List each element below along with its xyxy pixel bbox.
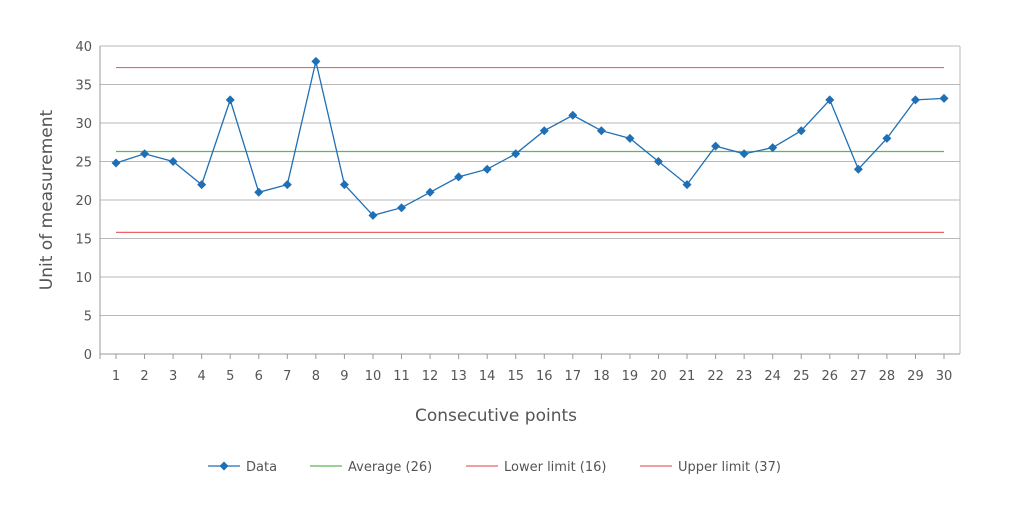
- x-tick-label: 19: [622, 369, 639, 384]
- x-tick-label: 20: [650, 369, 667, 384]
- legend-label: Data: [246, 460, 277, 475]
- x-tick-label: 11: [393, 369, 410, 384]
- data-point: [111, 158, 121, 168]
- data-point: [625, 133, 635, 143]
- data-point: [311, 56, 321, 66]
- data-point: [739, 149, 749, 159]
- legend-label: Average (26): [348, 460, 432, 475]
- x-axis-label: Consecutive points: [415, 406, 577, 426]
- x-tick-label: 18: [593, 369, 610, 384]
- y-tick-label: 5: [84, 310, 92, 325]
- x-tick-label: 3: [169, 369, 177, 384]
- reference-lines: [116, 66, 944, 233]
- x-tick-label: 10: [365, 369, 382, 384]
- x-tick-label: 9: [340, 369, 348, 384]
- data-point: [596, 126, 606, 136]
- data-point: [454, 172, 464, 182]
- data-point: [482, 164, 492, 174]
- y-tick-label: 35: [75, 79, 92, 94]
- x-tick-label: 28: [879, 369, 896, 384]
- data-point: [282, 180, 292, 190]
- data-point: [682, 180, 692, 190]
- data-point: [796, 126, 806, 136]
- data-point: [140, 149, 150, 159]
- legend-item: Lower limit (16): [466, 460, 607, 475]
- legend: Data Average (26) Lower limit (16) Upper li…: [208, 460, 781, 475]
- data-point: [939, 93, 949, 103]
- data-point: [711, 141, 721, 151]
- x-tick-label: 17: [565, 369, 582, 384]
- series-line: [115, 61, 945, 217]
- x-tick-label: 23: [736, 369, 753, 384]
- data-point: [853, 164, 863, 174]
- y-axis-label: Unit of measurement: [37, 109, 57, 290]
- x-tick-label: 1: [112, 369, 120, 384]
- data-point: [653, 157, 663, 166]
- x-tick-label: 12: [422, 369, 439, 384]
- data-point: [339, 180, 349, 190]
- y-tick-label: 0: [84, 348, 92, 363]
- x-tick-label: 27: [850, 369, 867, 384]
- x-tick-label: 15: [507, 369, 524, 384]
- x-tick-label: 14: [479, 369, 496, 384]
- x-tick-label: 26: [822, 369, 839, 384]
- data-point: [768, 143, 778, 153]
- data-point: [425, 187, 435, 197]
- legend-item: Average (26): [310, 460, 432, 475]
- y-tick-label: 30: [75, 117, 92, 132]
- x-tick-label: 4: [198, 369, 206, 384]
- legend-marker: [219, 461, 229, 471]
- y-tick-label: 20: [75, 194, 92, 209]
- data-point: [397, 203, 407, 213]
- legend-item: Data: [208, 460, 277, 475]
- y-tick-label: 10: [75, 271, 92, 286]
- series-layer: [111, 56, 949, 220]
- x-tick-label: 8: [312, 369, 320, 384]
- x-tick-label: 21: [679, 369, 696, 384]
- data-point: [539, 126, 549, 136]
- data-point: [368, 210, 378, 220]
- legend-label: Upper limit (37): [678, 460, 781, 475]
- x-tick-label: 5: [226, 369, 234, 384]
- y-tick-label: 25: [75, 156, 92, 171]
- data-point: [168, 157, 178, 166]
- y-tick-label: 15: [75, 233, 92, 248]
- x-tick-label: 2: [140, 369, 148, 384]
- legend-item: Upper limit (37): [640, 460, 781, 475]
- data-point: [197, 180, 207, 190]
- data-point: [225, 95, 235, 105]
- x-tick-label: 13: [450, 369, 467, 384]
- data-point: [568, 110, 578, 120]
- x-tick-label: 16: [536, 369, 553, 384]
- data-point: [825, 95, 835, 105]
- grid-layer: [100, 45, 960, 355]
- x-tick-label: 24: [764, 369, 781, 384]
- legend-label: Lower limit (16): [504, 460, 607, 475]
- data-point: [254, 187, 264, 197]
- data-point: [511, 149, 521, 159]
- data-point: [910, 95, 920, 105]
- x-tick-label: 29: [907, 369, 924, 384]
- x-tick-label: 30: [936, 369, 953, 384]
- x-tick-label: 7: [283, 369, 291, 384]
- x-tick-label: 25: [793, 369, 810, 384]
- x-tick-label: 22: [707, 369, 724, 384]
- x-tick-label: 6: [255, 369, 263, 384]
- data-point: [882, 133, 892, 143]
- y-tick-label: 40: [75, 40, 92, 55]
